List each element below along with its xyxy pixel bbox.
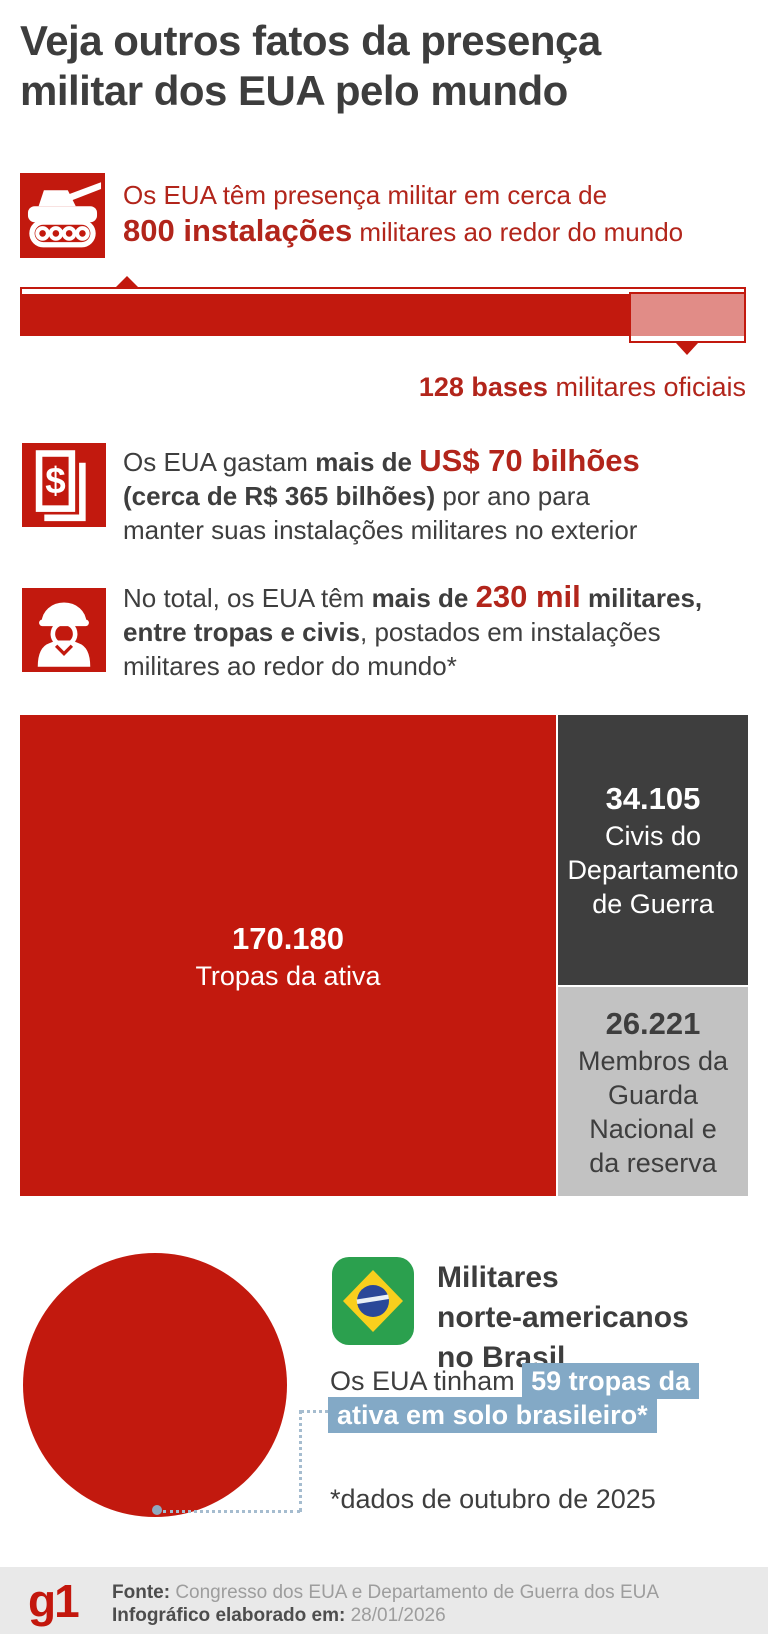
bar-128-bases-overlay — [629, 292, 746, 343]
spending-value: US$ 70 bilhões — [419, 443, 640, 478]
source-value: Congresso dos EUA e Departamento de Guer… — [175, 1582, 660, 1603]
personnel-t5: entre tropas e civis — [123, 617, 360, 647]
footnote: *dados de outubro de 2025 — [330, 1484, 656, 1514]
g1-logo: g1 — [28, 1575, 80, 1627]
treemap-civilians-value: 34.105 — [605, 781, 701, 816]
treemap-guard-label: Nacional e — [589, 1113, 717, 1144]
treemap-active-label: Tropas da ativa — [195, 960, 381, 991]
spending-t6: manter suas instalações militares no ext… — [123, 515, 638, 545]
spending-t4: (cerca de R$ 365 bilhões) — [123, 481, 436, 511]
personnel-value: 230 mil — [475, 579, 581, 614]
footer-credits: Fonte: Congresso dos EUA e Departamento … — [112, 1581, 659, 1627]
brazil-t1: Os EUA tinham — [330, 1366, 523, 1396]
treemap-guard-label: Membros da — [577, 1045, 729, 1076]
connector-line — [299, 1410, 302, 1512]
date-label: Infográfico elaborado em: — [112, 1605, 351, 1626]
fact-installations-text: Os EUA têm presença militar em cerca de … — [123, 178, 753, 249]
brazil-flag-icon — [332, 1257, 414, 1345]
fact-personnel-text: No total, os EUA têm mais de 230 mil mil… — [123, 580, 763, 683]
footer — [0, 1567, 768, 1634]
treemap-civilians-label: de Guerra — [592, 889, 714, 919]
page-title: Veja outros fatos da presença militar do… — [20, 16, 750, 116]
treemap-active-value: 170.180 — [231, 920, 345, 956]
treemap-active-troops-box: 170.180 Tropas da ativa — [20, 715, 556, 1196]
installations-line1: Os EUA têm presença militar em cerca de — [123, 180, 608, 210]
fact-spending-text: Os EUA gastam mais de US$ 70 bilhões (ce… — [123, 444, 763, 547]
brazil-title-line: norte-americanos — [437, 1301, 689, 1334]
brazil-highlight-line2: ativa em solo brasileiro* — [328, 1397, 657, 1433]
treemap-civilians-box: 34.105 Civis do Departamento de Guerra — [558, 715, 748, 985]
callout-arrow-up-icon — [116, 276, 138, 287]
spending-t5: por ano para — [435, 481, 590, 511]
personnel-t6: , postados em instalações — [360, 617, 661, 647]
connector-dot — [152, 1505, 162, 1515]
brazil-text-line2: ativa em solo brasileiro* — [328, 1397, 657, 1433]
brazil-title-line: Militares — [437, 1261, 559, 1294]
treemap-guard-reserve-box: 26.221 Membros da Guarda Nacional e da r… — [558, 987, 748, 1196]
personnel-t1: No total, os EUA têm — [123, 583, 372, 613]
bases-label: 128 bases militares oficiais — [419, 372, 746, 403]
treemap-guard-value: 26.221 — [605, 1005, 701, 1041]
brazil-text-line1: Os EUA tinham 59 tropas da — [330, 1363, 700, 1399]
connector-line — [301, 1410, 328, 1413]
treemap-civilians-label: Civis do — [604, 821, 702, 851]
brazil-highlight-line1: 59 tropas da — [522, 1363, 700, 1399]
money-icon: $ — [22, 443, 106, 527]
brazil-section-title: Militares norte-americanos no Brasil — [437, 1258, 689, 1378]
svg-text:$: $ — [45, 460, 65, 501]
treemap-civilians-label: Departamento — [567, 855, 739, 885]
date-value: 28/01/2026 — [350, 1605, 446, 1626]
installations-value: 800 instalações — [123, 213, 353, 248]
tank-icon — [20, 173, 105, 258]
source-label: Fonte: — [112, 1582, 176, 1603]
spending-t2: mais de — [315, 447, 420, 477]
treemap-guard-label: da reserva — [589, 1147, 717, 1178]
personnel-t7: militares ao redor do mundo* — [123, 651, 457, 681]
bar-fill — [22, 294, 744, 336]
bases-label-rest: militares oficiais — [547, 372, 746, 402]
personnel-t2: mais de — [371, 583, 476, 613]
soldier-icon — [22, 588, 106, 672]
brazil-troops-circle — [23, 1253, 287, 1517]
page-title-line1: Veja outros fatos da presença — [20, 17, 601, 64]
treemap-guard-label: Guarda — [607, 1079, 699, 1110]
installations-rest: militares ao redor do mundo — [352, 217, 684, 247]
spending-t1: Os EUA gastam — [123, 447, 316, 477]
page-title-line2: militar dos EUA pelo mundo — [20, 67, 568, 114]
callout-arrow-down-icon — [676, 343, 698, 355]
connector-line — [163, 1510, 300, 1513]
personnel-t4: militares, — [580, 583, 703, 613]
bases-label-bold: 128 bases — [418, 372, 548, 402]
